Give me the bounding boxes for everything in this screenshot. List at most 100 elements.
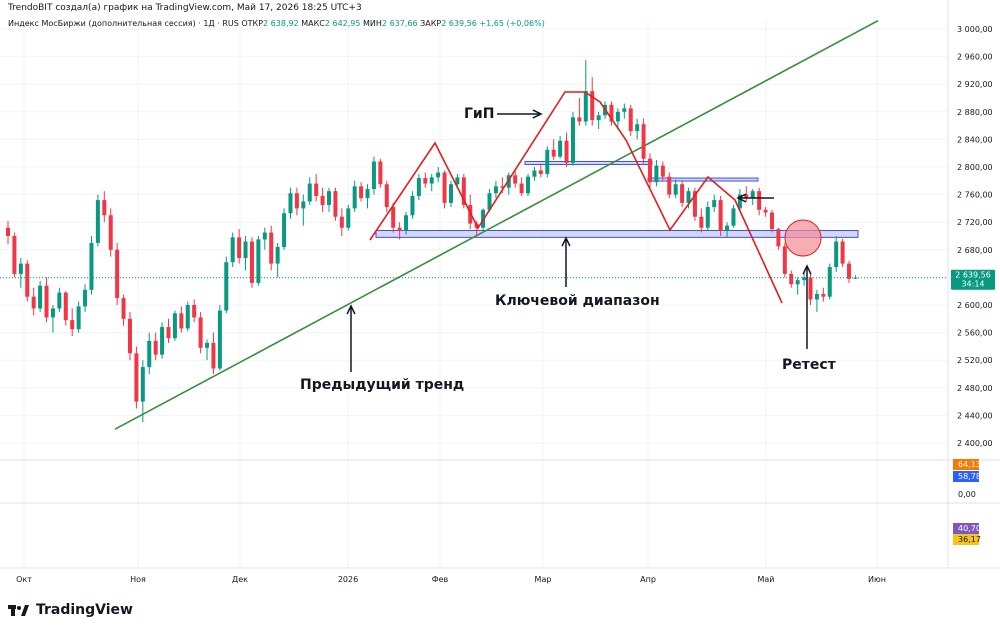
indicator-axis: 64,13 58,78 0,00 40,70 36,17 xyxy=(953,459,981,545)
candle-body xyxy=(140,367,145,402)
candle-body xyxy=(718,200,723,231)
price-tick-label: 2 560,00 xyxy=(957,329,993,338)
candle-body xyxy=(89,242,94,290)
high-value: 2 642,95 xyxy=(324,19,361,28)
change-value: +1,65 (+0,06%) xyxy=(479,19,545,28)
candle-body xyxy=(583,91,588,122)
time-tick-label: Мар xyxy=(535,575,552,584)
candle-body xyxy=(160,327,165,355)
time-tick-label: Дек xyxy=(232,575,248,584)
candle-body xyxy=(487,193,492,210)
right-shoulder-arrow-head xyxy=(736,193,747,203)
candle-body xyxy=(814,293,819,300)
indicator-value-tag xyxy=(953,534,979,545)
symbol-name: Индекс МосБиржи (дополнительная сессия) … xyxy=(8,19,239,28)
candle-body xyxy=(327,191,331,205)
key-range-label: Ключевой диапазон xyxy=(495,293,660,309)
price-tick-label: 2 480,00 xyxy=(957,384,993,393)
candle-body xyxy=(641,124,646,159)
candle-body xyxy=(840,241,845,264)
price-tick-label: 2 920,00 xyxy=(957,80,993,89)
candle-body xyxy=(622,108,627,112)
candle-body xyxy=(346,208,351,228)
candle-body xyxy=(519,183,524,194)
candle-body xyxy=(256,239,261,283)
candle-body xyxy=(294,193,299,209)
indicator-value-label: 0,00 xyxy=(958,490,976,499)
high-label: МАКС xyxy=(301,19,325,28)
grid xyxy=(0,20,948,568)
indicator-value-label: 40,70 xyxy=(958,524,981,533)
candle-body xyxy=(371,161,376,190)
key-range-arrow-head xyxy=(561,236,571,247)
candle-body xyxy=(821,293,826,297)
tradingview-brand[interactable]: TradingView xyxy=(8,600,133,620)
candle-body xyxy=(538,170,543,174)
candle-body xyxy=(352,186,357,209)
time-axis[interactable]: Окт Ноя Дек 2026 Фев Мар Апр Май Июн xyxy=(16,575,886,584)
candle-body xyxy=(18,263,23,274)
hs-arrow-head xyxy=(532,109,543,119)
last-price-value: 2 639,56 xyxy=(955,271,991,280)
last-price-tag xyxy=(951,269,995,290)
candle-body xyxy=(590,91,595,121)
candle-body xyxy=(692,191,697,217)
candle-body xyxy=(789,273,794,285)
candle-body xyxy=(712,200,717,208)
time-tick-label: 2026 xyxy=(338,575,358,584)
prev-trend-arrow-head xyxy=(346,304,356,315)
time-tick-label: Май xyxy=(757,575,774,584)
candle-body xyxy=(95,200,100,243)
candle-body xyxy=(500,186,505,188)
key-range-zone xyxy=(375,229,859,238)
candle-body xyxy=(763,209,768,213)
candle-body xyxy=(731,208,736,226)
price-tick-label: 2 880,00 xyxy=(957,108,993,117)
candle-body xyxy=(673,184,678,195)
indicator-value-tag xyxy=(953,459,979,470)
indicator-value-label: 58,78 xyxy=(958,472,981,481)
price-tick-label: 2 400,00 xyxy=(957,439,993,448)
candle-body xyxy=(301,201,306,209)
candle-body xyxy=(769,212,774,230)
retest-label: Ретест xyxy=(782,357,837,373)
close-label: ЗАКР xyxy=(420,19,442,28)
candle-body xyxy=(185,305,190,329)
low-label: МИН xyxy=(363,19,382,28)
time-tick-label: Ноя xyxy=(130,575,146,584)
candle-body xyxy=(834,241,839,268)
candle-body xyxy=(102,200,107,216)
candle-body xyxy=(230,237,235,263)
candle-body xyxy=(57,292,62,309)
candle-body xyxy=(545,149,550,174)
candle-body xyxy=(686,191,691,203)
candle-body xyxy=(577,117,582,122)
candle-body xyxy=(179,313,184,329)
candle-body xyxy=(615,111,620,122)
candle-body xyxy=(217,310,222,369)
key-range-zone xyxy=(524,160,653,165)
candle-body xyxy=(307,183,312,202)
candle-body xyxy=(648,158,652,183)
key-range-zone xyxy=(647,177,759,182)
price-axis[interactable]: 3 000,00 2 960,00 2 920,00 2 880,00 2 840,00… xyxy=(951,25,995,448)
candle-body xyxy=(757,191,762,210)
candle-body xyxy=(249,241,254,283)
candle-body xyxy=(506,175,511,188)
low-value: 2 637,66 xyxy=(381,19,418,28)
candle-body xyxy=(6,227,10,236)
candle-body xyxy=(564,140,569,163)
candle-body xyxy=(205,342,210,348)
candle-body xyxy=(455,177,460,185)
price-tick-label: 2 760,00 xyxy=(957,191,993,200)
candle-body xyxy=(596,115,601,121)
candle-body xyxy=(802,277,807,281)
candle-body xyxy=(320,195,325,205)
candle-body xyxy=(153,340,158,355)
retest-circle xyxy=(784,219,822,257)
price-tick-label: 2 720,00 xyxy=(957,218,993,227)
candle-body xyxy=(737,194,742,209)
candle-body xyxy=(288,193,293,214)
candle-body xyxy=(166,327,171,339)
